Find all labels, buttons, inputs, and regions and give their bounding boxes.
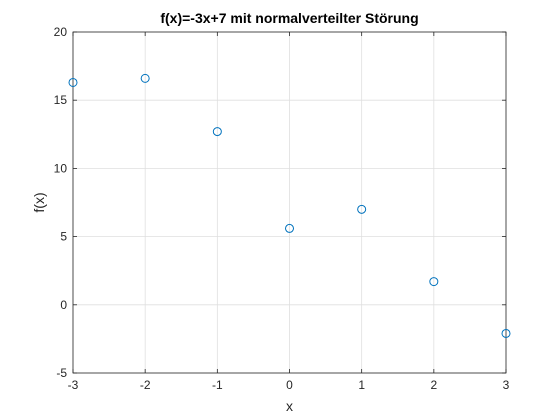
y-tick-label: 0	[60, 298, 67, 312]
y-tick-label: 5	[60, 230, 67, 244]
y-tick-labels: -5 0 5 10 15 20	[54, 25, 68, 380]
data-point	[140, 73, 150, 83]
x-tick-label: -2	[140, 378, 151, 392]
x-tick-label: 0	[286, 378, 293, 392]
data-point	[212, 127, 222, 137]
y-tick-label: 15	[54, 93, 68, 107]
x-tick-label: 2	[430, 378, 437, 392]
tick-marks	[72, 31, 507, 374]
y-tick-label: -5	[56, 366, 67, 380]
data-point	[285, 223, 294, 233]
data-point	[429, 277, 439, 287]
y-tick-label: 20	[54, 25, 68, 39]
data-points	[68, 73, 511, 338]
x-axis-label: x	[286, 398, 293, 414]
data-point	[501, 328, 511, 338]
x-tick-label: -3	[68, 378, 79, 392]
y-tick-label: 10	[54, 161, 68, 175]
x-tick-label: 3	[503, 378, 510, 392]
x-tick-label: -1	[212, 378, 223, 392]
x-tick-labels: -3 -2 -1 0 1 2 3	[68, 378, 510, 392]
y-axis-label: f(x)	[31, 192, 47, 212]
data-point	[357, 204, 367, 214]
data-point	[68, 77, 78, 87]
chart-title: f(x)=-3x+7 mit normalverteilter Störung	[160, 10, 418, 26]
x-tick-label: 1	[358, 378, 365, 392]
